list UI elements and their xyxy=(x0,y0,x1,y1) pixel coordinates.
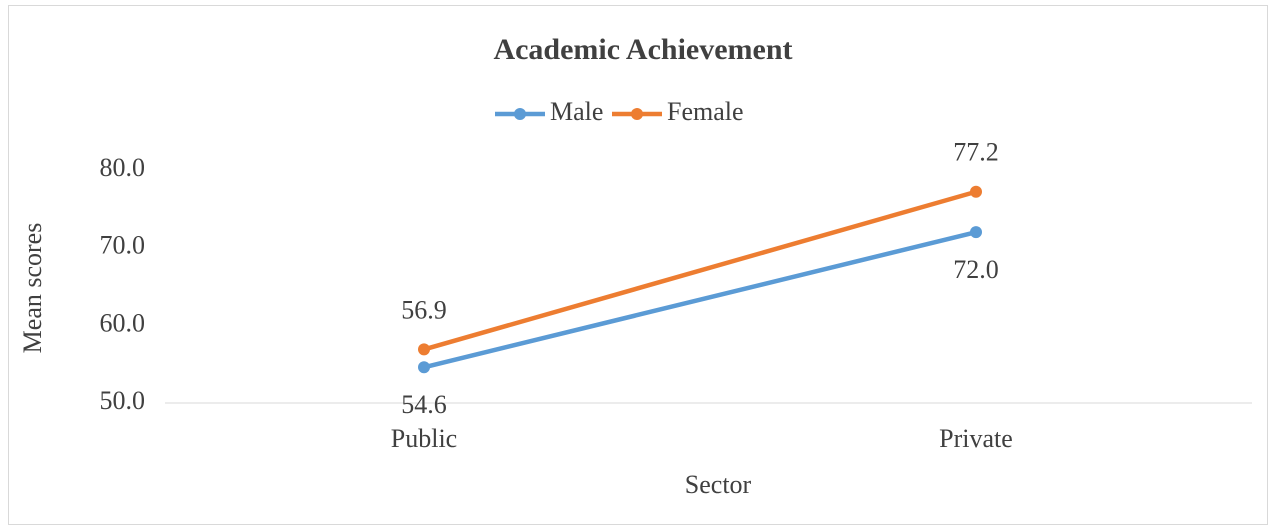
y-tick-label: 70.0 xyxy=(100,231,146,260)
legend-label: Female xyxy=(667,97,744,126)
x-tick-label: Public xyxy=(391,424,457,453)
y-tick-label: 50.0 xyxy=(100,386,146,415)
y-tick-label: 60.0 xyxy=(100,308,146,337)
y-tick-label: 80.0 xyxy=(100,153,146,182)
legend-marker xyxy=(631,108,643,120)
y-axis-label: Mean scores xyxy=(18,223,47,354)
chart-frame xyxy=(8,5,1268,525)
legend-label: Male xyxy=(550,97,603,126)
data-label: 54.6 xyxy=(401,390,447,419)
chart-title: Academic Achievement xyxy=(493,33,792,66)
data-point xyxy=(418,361,430,374)
x-tick-label: Private xyxy=(939,424,1013,453)
data-label: 77.2 xyxy=(953,138,999,167)
data-point xyxy=(970,226,982,239)
series-line xyxy=(421,229,979,370)
legend-marker xyxy=(514,108,526,120)
data-label: 56.9 xyxy=(401,295,447,324)
data-label: 72.0 xyxy=(953,255,999,284)
data-point xyxy=(970,185,982,198)
data-point xyxy=(418,343,430,356)
series-line xyxy=(421,189,979,352)
x-axis-label: Sector xyxy=(685,470,752,499)
